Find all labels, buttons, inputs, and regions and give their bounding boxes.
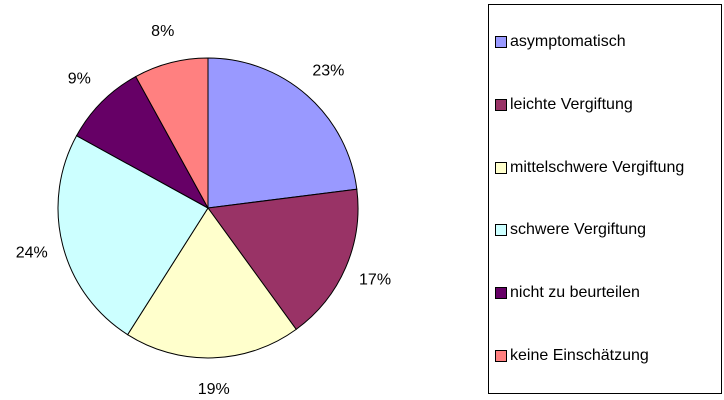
legend-item: mittelschwere Vergiftung bbox=[495, 156, 721, 180]
legend-label: keine Einschätzung bbox=[510, 346, 649, 364]
legend-label: mittelschwere Vergiftung bbox=[510, 158, 685, 176]
legend-swatch bbox=[495, 98, 507, 111]
legend-item: leichte Vergiftung bbox=[495, 93, 721, 117]
legend: asymptomatisch leichte Vergiftung mittelsc… bbox=[488, 4, 722, 394]
legend-label: schwere Vergiftung bbox=[510, 221, 647, 239]
legend-label: asymptomatisch bbox=[510, 33, 626, 51]
legend-item: schwere Vergiftung bbox=[495, 218, 721, 242]
legend-swatch bbox=[495, 161, 507, 174]
data-label: 8% bbox=[151, 23, 174, 40]
data-label: 17% bbox=[359, 271, 391, 288]
pie-slice bbox=[75, 75, 210, 210]
legend-swatch bbox=[495, 286, 507, 299]
chart: 23% 17% 19% 24% 9% 8% bbox=[16, 23, 391, 398]
legend-label: leichte Vergiftung bbox=[510, 95, 633, 113]
data-label: 23% bbox=[312, 63, 344, 80]
pie-slice bbox=[207, 57, 358, 209]
legend-item: nicht zu beurteilen bbox=[495, 281, 721, 305]
pie-slice bbox=[135, 57, 209, 209]
legend-swatch bbox=[495, 36, 507, 49]
legend-item: keine Einschätzung bbox=[495, 344, 721, 368]
pie-slice bbox=[207, 188, 359, 331]
data-label: 9% bbox=[68, 71, 91, 88]
legend-swatch bbox=[495, 349, 507, 362]
data-label: 24% bbox=[16, 244, 48, 261]
data-label: 19% bbox=[198, 381, 230, 398]
legend-label: nicht zu beurteilen bbox=[510, 283, 640, 301]
legend-item: asymptomatisch bbox=[495, 30, 721, 54]
pie-slice bbox=[57, 135, 209, 336]
pie-slice bbox=[126, 207, 297, 359]
legend-swatch bbox=[495, 224, 507, 237]
